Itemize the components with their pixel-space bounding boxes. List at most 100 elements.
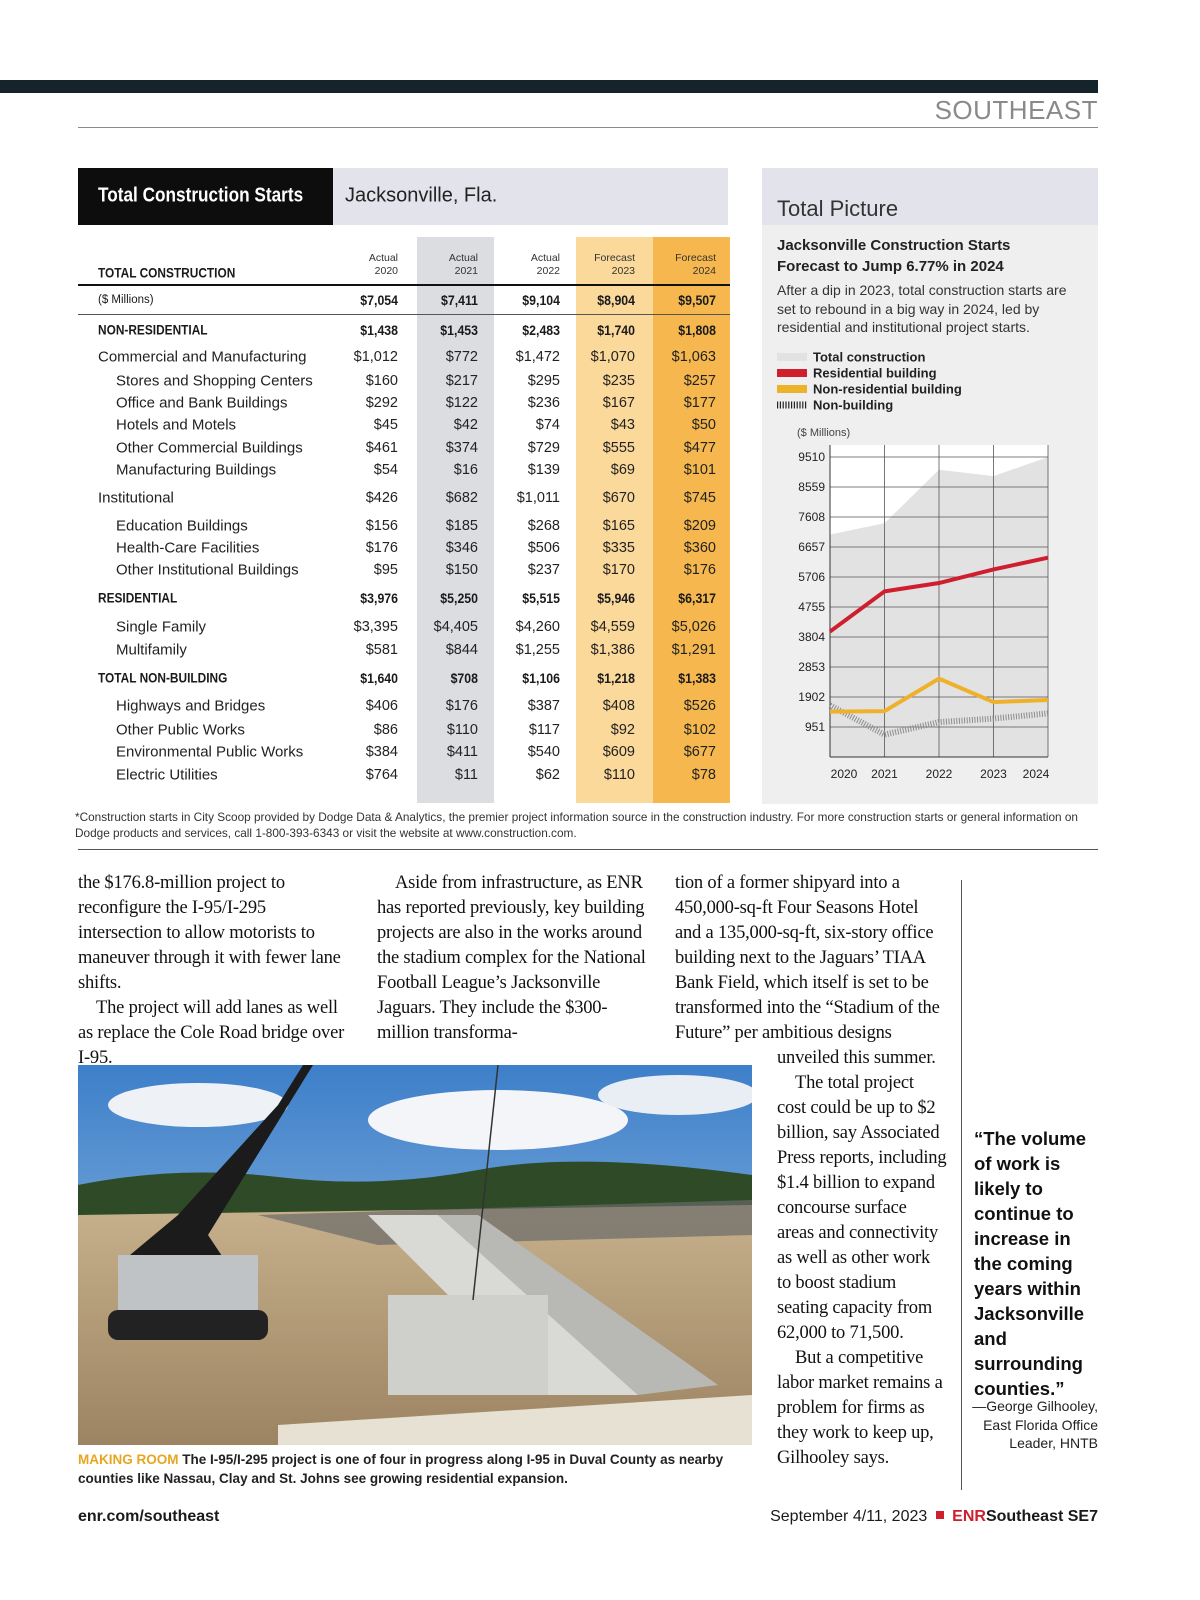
item-value: $110 bbox=[603, 767, 635, 783]
footnote: *Construction starts in City Scoop provi… bbox=[75, 810, 1078, 840]
section-label: RESIDENTIAL bbox=[98, 590, 178, 606]
total-value: $7,054 bbox=[360, 292, 398, 308]
total-picture-header bbox=[762, 168, 1098, 225]
group-value: $745 bbox=[683, 490, 716, 506]
column-status: Forecast bbox=[594, 252, 635, 264]
section-value: $1,453 bbox=[440, 322, 478, 338]
line bbox=[828, 702, 1049, 738]
section-value: $1,640 bbox=[360, 670, 398, 686]
chart-description: After a dip in 2023, total construction … bbox=[777, 282, 1067, 335]
item-value: $729 bbox=[527, 440, 560, 456]
legend-swatch bbox=[777, 353, 807, 361]
section-value: $1,383 bbox=[678, 670, 716, 686]
item-label: Highways and Bridges bbox=[116, 697, 266, 715]
item-value: $176 bbox=[445, 698, 478, 714]
item-value: $555 bbox=[602, 440, 635, 456]
column-shade bbox=[653, 237, 730, 803]
item-value: $360 bbox=[683, 540, 716, 556]
column-year: 2021 bbox=[454, 265, 478, 277]
y-tick-label: 7608 bbox=[798, 510, 825, 524]
legend-label: Non-building bbox=[813, 398, 893, 413]
table-title: Total Construction Starts bbox=[98, 184, 304, 207]
footer-date: September 4/11, 2023 bbox=[770, 1508, 928, 1525]
item-label: Office and Bank Buildings bbox=[116, 394, 288, 412]
column-status: Actual bbox=[530, 252, 560, 264]
section-value: $5,946 bbox=[597, 590, 635, 606]
item-label: Single Family bbox=[116, 618, 207, 636]
item-value: $4,260 bbox=[515, 619, 560, 635]
item-value: $16 bbox=[453, 462, 478, 478]
item-value: $69 bbox=[610, 462, 635, 478]
column-status: Actual bbox=[448, 252, 478, 264]
column-shade bbox=[576, 237, 653, 803]
item-value: $1,291 bbox=[671, 642, 716, 658]
item-value: $117 bbox=[528, 722, 560, 738]
item-value: $102 bbox=[683, 722, 716, 738]
item-value: $4,405 bbox=[433, 619, 478, 635]
section-value: $708 bbox=[450, 670, 478, 686]
column-year: 2023 bbox=[611, 265, 635, 277]
group-value: $772 bbox=[445, 349, 478, 365]
column-rule bbox=[961, 880, 962, 1490]
footer-folio: September 4/11, 2023 ENRSoutheast SE7 bbox=[770, 1508, 1098, 1526]
paragraph: The total project cost could be up to $2… bbox=[777, 1073, 947, 1343]
item-label: Manufacturing Buildings bbox=[116, 461, 277, 479]
section-value: $5,515 bbox=[522, 590, 560, 606]
item-label: Other Commercial Buildings bbox=[116, 439, 303, 457]
construction-table: Actual 2020 Actual 2021 Actual 2022 Forecast 20… bbox=[78, 237, 730, 803]
group-value: $670 bbox=[602, 490, 635, 506]
item-value: $408 bbox=[602, 698, 635, 714]
item-value: $335 bbox=[602, 540, 635, 556]
item-value: $346 bbox=[445, 540, 478, 556]
item-value: $461 bbox=[365, 440, 398, 456]
footer-square bbox=[935, 1511, 944, 1519]
item-value: $292 bbox=[365, 395, 398, 411]
item-value: $176 bbox=[683, 562, 716, 578]
group-value: $682 bbox=[445, 490, 478, 506]
rule bbox=[78, 284, 730, 286]
line bbox=[829, 676, 1049, 714]
column-year: 2022 bbox=[536, 265, 560, 277]
item-value: $160 bbox=[365, 373, 398, 389]
paragraph: tion of a former shipyard into a 450,000… bbox=[675, 873, 940, 1043]
y-tick-label: 6657 bbox=[798, 540, 825, 554]
item-value: $11 bbox=[454, 767, 478, 783]
axis-unit: ($ Millions) bbox=[797, 427, 850, 439]
item-value: $5,026 bbox=[671, 619, 716, 635]
y-tick-label: 3804 bbox=[798, 630, 825, 644]
y-tick-label: 2853 bbox=[798, 660, 825, 674]
column-year: 2020 bbox=[374, 265, 398, 277]
group-value: $1,063 bbox=[671, 349, 716, 365]
item-value: $95 bbox=[373, 562, 398, 578]
x-tick-label: 2022 bbox=[926, 767, 953, 781]
footer-brand: ENR bbox=[952, 1508, 986, 1525]
caption-label: MAKING ROOM bbox=[78, 1452, 179, 1467]
total-value: $9,104 bbox=[522, 292, 560, 308]
item-value: $609 bbox=[602, 744, 635, 760]
article-column: Aside from infrastructure, as ENR has re… bbox=[377, 871, 649, 1046]
item-label: Multifamily bbox=[116, 641, 187, 659]
item-label: Electric Utilities bbox=[116, 766, 218, 784]
paragraph: Aside from infrastructure, as ENR has re… bbox=[377, 873, 646, 1043]
item-value: $506 bbox=[527, 540, 560, 556]
item-label: Education Buildings bbox=[116, 517, 248, 535]
caption-text: The I-95/I-295 project is one of four in… bbox=[78, 1452, 724, 1486]
top-bar bbox=[0, 80, 1098, 93]
item-value: $236 bbox=[527, 395, 560, 411]
section-value: $6,317 bbox=[678, 590, 716, 606]
legend-swatch bbox=[777, 385, 807, 393]
section-value: $1,218 bbox=[597, 670, 635, 686]
rule bbox=[78, 314, 730, 315]
table-location: Jacksonville, Fla. bbox=[345, 184, 498, 207]
column-shade bbox=[417, 237, 494, 803]
item-value: $1,255 bbox=[515, 642, 560, 658]
group-value: $1,472 bbox=[515, 349, 560, 365]
item-label: Health-Care Facilities bbox=[116, 539, 260, 557]
column-status: Actual bbox=[368, 252, 398, 264]
item-value: $581 bbox=[365, 642, 398, 658]
paragraph: The project will add lanes as well as re… bbox=[78, 998, 345, 1068]
footer-page: SE7 bbox=[1067, 1508, 1098, 1525]
item-value: $54 bbox=[373, 462, 398, 478]
